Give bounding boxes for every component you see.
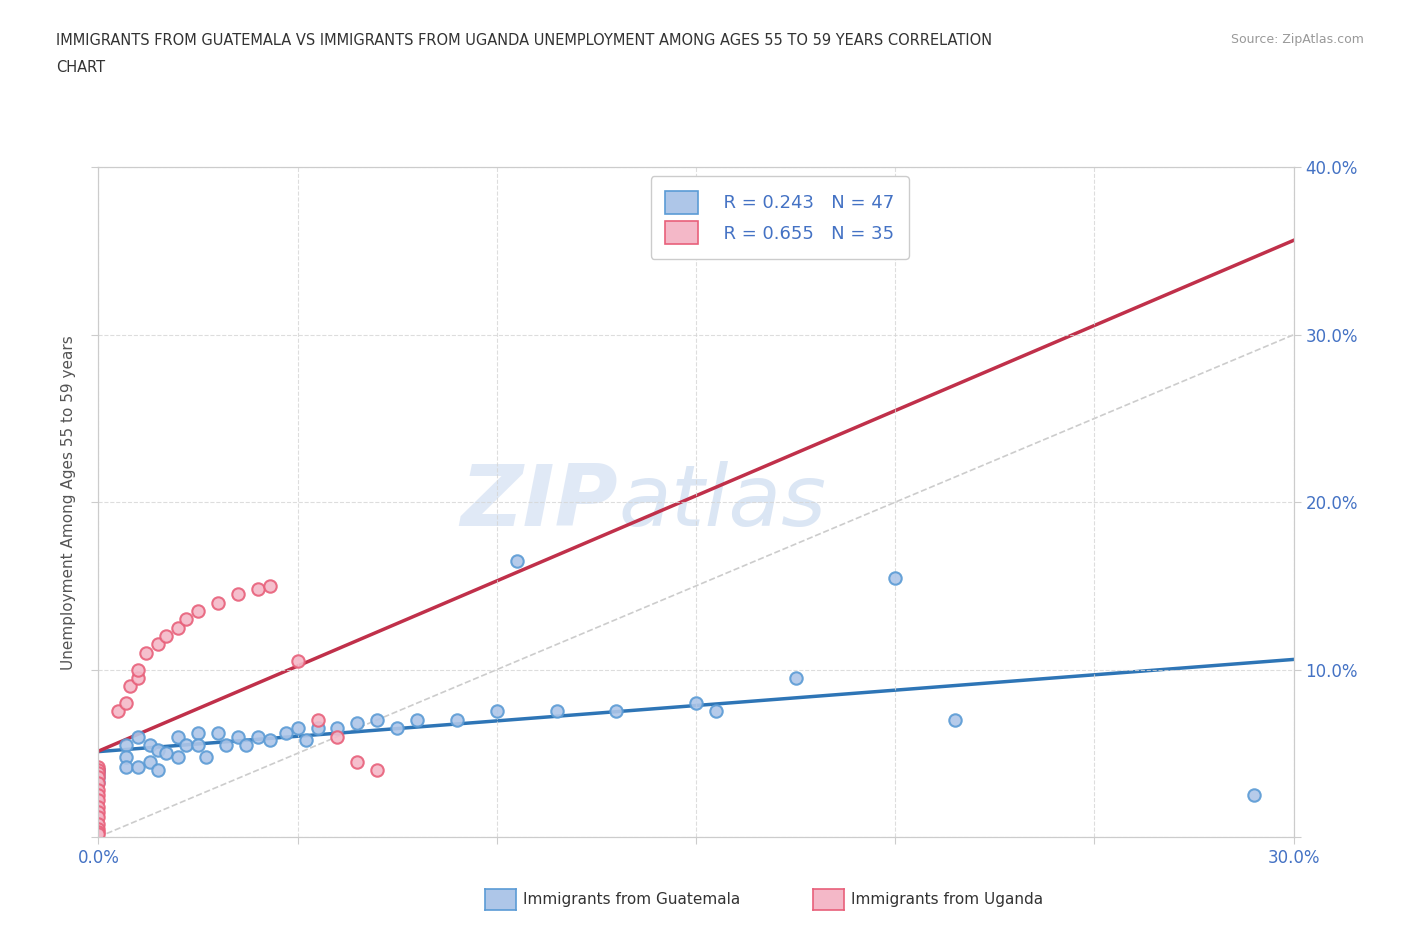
Point [107, 704, 129, 719]
Point [87, 825, 110, 840]
Point [127, 759, 149, 774]
Point [366, 763, 388, 777]
Point [704, 704, 727, 719]
Point [167, 729, 190, 744]
Point [187, 737, 209, 752]
Point [406, 712, 429, 727]
Point [139, 754, 162, 769]
Point [87, 800, 110, 815]
Text: ZIP: ZIP [461, 460, 619, 544]
Text: IMMIGRANTS FROM GUATEMALA VS IMMIGRANTS FROM UGANDA UNEMPLOYMENT AMONG AGES 55 T: IMMIGRANTS FROM GUATEMALA VS IMMIGRANTS … [56, 33, 993, 47]
Y-axis label: Unemployment Among Ages 55 to 59 years: Unemployment Among Ages 55 to 59 years [60, 335, 76, 670]
Point [246, 582, 269, 597]
Point [115, 737, 138, 752]
Point [87, 821, 110, 836]
Point [87, 775, 110, 790]
Point [155, 746, 177, 761]
Point [87, 783, 110, 798]
Point [167, 620, 190, 635]
Point [207, 595, 229, 610]
Point [155, 629, 177, 644]
Point [246, 729, 269, 744]
Point [446, 712, 468, 727]
Point [226, 729, 249, 744]
Legend:   R = 0.243   N = 47,   R = 0.655   N = 35: R = 0.243 N = 47, R = 0.655 N = 35 [651, 177, 908, 259]
Point [884, 570, 907, 585]
Point [259, 578, 281, 593]
Point [135, 645, 157, 660]
Point [87, 766, 110, 781]
Point [259, 733, 281, 748]
Text: atlas: atlas [619, 460, 827, 544]
Text: Immigrants from Uganda: Immigrants from Uganda [851, 892, 1043, 907]
Point [215, 737, 238, 752]
Point [115, 696, 138, 711]
Point [287, 721, 309, 736]
Point [187, 604, 209, 618]
Point [87, 788, 110, 803]
Point [287, 654, 309, 669]
Point [546, 704, 568, 719]
Point [87, 763, 110, 777]
Point [685, 696, 707, 711]
Point [366, 712, 388, 727]
Point [605, 704, 627, 719]
Point [87, 776, 110, 790]
Point [195, 750, 218, 764]
Point [294, 733, 316, 748]
Point [87, 826, 110, 841]
Point [87, 766, 110, 781]
Point [326, 721, 349, 736]
Point [87, 763, 110, 777]
Point [120, 679, 142, 694]
Point [485, 704, 508, 719]
Point [326, 729, 349, 744]
Point [174, 612, 197, 627]
Point [385, 721, 409, 736]
Point [785, 671, 807, 685]
Point [87, 804, 110, 819]
Point [174, 737, 197, 752]
Point [346, 716, 368, 731]
Point [148, 742, 170, 757]
Point [139, 737, 162, 752]
Point [235, 737, 257, 752]
Point [207, 725, 229, 740]
Point [307, 721, 329, 736]
Point [346, 754, 368, 769]
Point [127, 729, 149, 744]
Point [87, 769, 110, 784]
Point [148, 637, 170, 652]
Point [148, 763, 170, 777]
Point [87, 792, 110, 807]
Text: CHART: CHART [56, 60, 105, 75]
Text: Immigrants from Guatemala: Immigrants from Guatemala [523, 892, 741, 907]
Point [274, 725, 297, 740]
Point [226, 587, 249, 602]
Text: Source: ZipAtlas.com: Source: ZipAtlas.com [1230, 33, 1364, 46]
Point [127, 671, 149, 685]
Point [1243, 788, 1265, 803]
Point [87, 817, 110, 831]
Point [115, 759, 138, 774]
Point [87, 769, 110, 784]
Point [307, 712, 329, 727]
Point [167, 750, 190, 764]
Point [87, 763, 110, 777]
Point [115, 750, 138, 764]
Point [506, 553, 529, 568]
Point [87, 759, 110, 774]
Point [87, 809, 110, 824]
Point [187, 725, 209, 740]
Point [127, 662, 149, 677]
Point [943, 712, 966, 727]
